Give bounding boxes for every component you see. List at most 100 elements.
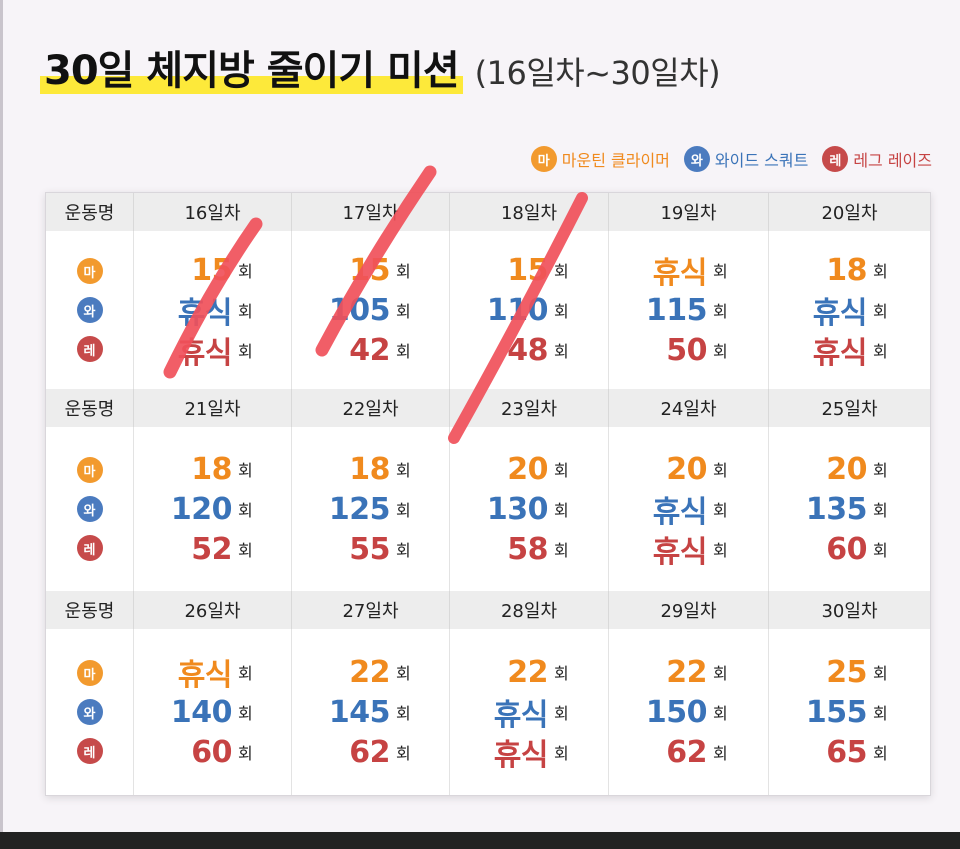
exercise-count: 115 회 (615, 291, 768, 329)
count-unit: 회 (873, 342, 888, 361)
count-unit: 회 (873, 664, 888, 683)
exercise-count: 105 회 (298, 291, 449, 329)
day-column: 휴식 회 115 회 50 회 (609, 231, 769, 389)
exercise-count: 22 회 (298, 653, 449, 691)
count-value: 15 (349, 252, 390, 288)
count-value: 60 (826, 531, 867, 567)
count-value: 22 (349, 654, 390, 690)
count-unit: 회 (713, 744, 728, 763)
red-circle-badge-icon: 레 (822, 146, 849, 172)
legend: 마 마운틴 클라이머 와 와이드 스쿼트 레 레그 레이즈 (530, 146, 932, 172)
count-value: 48 (507, 332, 548, 368)
legend-label: 마운틴 클라이머 (561, 151, 670, 170)
exercise-count: 42 회 (298, 331, 449, 369)
exercise-count: 휴식 회 (615, 490, 768, 530)
day-header: 22일차 (292, 389, 450, 427)
exercise-header: 운동명 (46, 591, 134, 629)
table-block: 운동명 26일차 27일차 28일차 29일차 30일차 마 와 레 휴식 회 140 회 60 회 22 회 1… (46, 591, 930, 795)
count-value: 52 (191, 531, 232, 567)
count-value: 휴식 (177, 336, 233, 371)
count-unit: 회 (873, 704, 888, 723)
day-column: 20 회 휴식 회 휴식 회 (609, 427, 769, 591)
exercise-count: 130 회 (456, 490, 608, 528)
exercise-count: 휴식 회 (140, 331, 291, 371)
count-value: 22 (507, 654, 548, 690)
table-block: 운동명 21일차 22일차 23일차 24일차 25일차 마 와 레 18 회 120 회 52 회 18 회 1… (46, 389, 930, 591)
count-value: 62 (349, 734, 390, 770)
exercise-count: 58 회 (456, 530, 608, 568)
exercise-count: 휴식 회 (615, 251, 768, 291)
count-value: 18 (826, 252, 867, 288)
exercise-count: 18 회 (298, 450, 449, 488)
exercise-count: 20 회 (775, 450, 930, 488)
count-value: 20 (507, 451, 548, 487)
exercise-count: 60 회 (140, 733, 291, 771)
day-column: 22 회 휴식 회 휴식 회 (450, 629, 609, 795)
exercise-count: 110 회 (456, 291, 608, 329)
day-column: 18 회 120 회 52 회 (134, 427, 292, 591)
exercise-count: 135 회 (775, 490, 930, 528)
count-unit: 회 (396, 744, 411, 763)
day-header: 27일차 (292, 591, 450, 629)
count-unit: 회 (554, 704, 569, 723)
count-unit: 회 (238, 501, 253, 520)
count-unit: 회 (713, 501, 728, 520)
orange-circle-badge-icon: 마 (530, 146, 557, 172)
exercise-count: 145 회 (298, 693, 449, 731)
exercise-count: 휴식 회 (140, 291, 291, 331)
count-value: 42 (349, 332, 390, 368)
count-unit: 회 (554, 262, 569, 281)
wide-squat-badge-icon: 와 (76, 496, 103, 522)
count-unit: 회 (713, 342, 728, 361)
blue-circle-badge-icon: 와 (683, 146, 710, 172)
count-value: 휴식 (652, 535, 708, 570)
count-value: 18 (349, 451, 390, 487)
title-highlight (40, 76, 463, 94)
bottom-navigation-bar (0, 832, 960, 849)
exercise-count: 62 회 (298, 733, 449, 771)
exercise-count: 52 회 (140, 530, 291, 568)
count-value: 130 (486, 491, 549, 527)
count-value: 135 (805, 491, 868, 527)
table-header-row: 운동명 16일차 17일차 18일차 19일차 20일차 (46, 193, 930, 231)
legend-item-wide-squat: 와 와이드 스쿼트 (683, 146, 808, 172)
count-unit: 회 (396, 704, 411, 723)
day-header: 29일차 (609, 591, 769, 629)
day-column: 15 회 105 회 42 회 (292, 231, 450, 389)
day-header: 26일차 (134, 591, 292, 629)
count-unit: 회 (396, 461, 411, 480)
day-column: 휴식 회 140 회 60 회 (134, 629, 292, 795)
exercise-count: 25 회 (775, 653, 930, 691)
count-value: 15 (507, 252, 548, 288)
count-value: 휴식 (493, 698, 549, 733)
count-value: 140 (170, 694, 233, 730)
table-header-row: 운동명 21일차 22일차 23일차 24일차 25일차 (46, 389, 930, 427)
count-unit: 회 (873, 744, 888, 763)
count-unit: 회 (238, 342, 253, 361)
exercise-count: 15 회 (140, 251, 291, 289)
day-column: 20 회 130 회 58 회 (450, 427, 609, 591)
exercise-count: 48 회 (456, 331, 608, 369)
exercise-count: 15 회 (298, 251, 449, 289)
count-value: 18 (191, 451, 232, 487)
day-column: 25 회 155 회 65 회 (769, 629, 930, 795)
count-value: 휴식 (812, 336, 868, 371)
exercise-count: 155 회 (775, 693, 930, 731)
legend-item-mountain-climber: 마 마운틴 클라이머 (530, 146, 670, 172)
count-unit: 회 (873, 262, 888, 281)
table-header-row: 운동명 26일차 27일차 28일차 29일차 30일차 (46, 591, 930, 629)
exercise-count: 55 회 (298, 530, 449, 568)
exercise-count: 20 회 (615, 450, 768, 488)
count-value: 60 (191, 734, 232, 770)
mountain-climber-badge-icon: 마 (76, 258, 103, 284)
window-edge (0, 0, 3, 849)
day-column: 15 회 휴식 회 휴식 회 (134, 231, 292, 389)
wide-squat-badge-icon: 와 (76, 699, 103, 725)
day-column: 20 회 135 회 60 회 (769, 427, 930, 591)
day-header: 24일차 (609, 389, 769, 427)
count-value: 20 (826, 451, 867, 487)
exercise-count: 휴식 회 (456, 693, 608, 733)
day-column: 15 회 110 회 48 회 (450, 231, 609, 389)
count-unit: 회 (554, 744, 569, 763)
count-unit: 회 (713, 461, 728, 480)
